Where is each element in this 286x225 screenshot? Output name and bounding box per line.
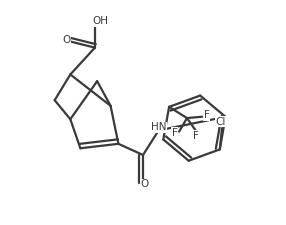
Text: F: F <box>192 131 198 141</box>
Text: OH: OH <box>92 16 108 26</box>
Text: O: O <box>140 179 148 189</box>
Text: HN: HN <box>151 122 166 133</box>
Text: Cl: Cl <box>216 117 226 127</box>
Text: O: O <box>62 36 70 45</box>
Text: F: F <box>172 128 178 138</box>
Text: F: F <box>204 110 210 120</box>
